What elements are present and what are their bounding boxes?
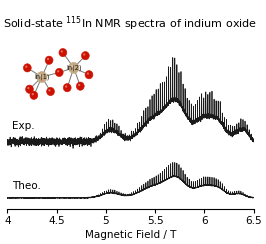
Circle shape	[45, 56, 53, 64]
Circle shape	[32, 93, 34, 95]
Circle shape	[85, 71, 93, 79]
X-axis label: Magnetic Field / T: Magnetic Field / T	[85, 230, 176, 240]
Circle shape	[65, 85, 67, 88]
Circle shape	[47, 87, 55, 96]
Circle shape	[81, 51, 89, 60]
Circle shape	[37, 71, 47, 82]
Circle shape	[61, 50, 63, 53]
Circle shape	[69, 62, 79, 73]
Circle shape	[63, 83, 71, 92]
Circle shape	[27, 87, 30, 89]
Circle shape	[39, 74, 42, 77]
Text: In(1): In(1)	[34, 74, 49, 80]
Circle shape	[48, 89, 51, 92]
Circle shape	[87, 72, 89, 75]
Circle shape	[26, 85, 34, 93]
Text: Theo.: Theo.	[13, 181, 41, 191]
Circle shape	[30, 91, 38, 99]
Text: In(2): In(2)	[66, 65, 82, 71]
Circle shape	[57, 70, 59, 72]
Circle shape	[25, 66, 27, 68]
Circle shape	[55, 68, 63, 77]
Circle shape	[71, 65, 74, 68]
Circle shape	[47, 58, 49, 60]
Circle shape	[78, 84, 80, 86]
Circle shape	[23, 64, 31, 72]
Circle shape	[83, 53, 85, 56]
Title: Solid-state $^{115}$In NMR spectra of indium oxide: Solid-state $^{115}$In NMR spectra of in…	[3, 14, 257, 32]
Circle shape	[59, 49, 67, 57]
Text: Exp.: Exp.	[13, 122, 35, 132]
Circle shape	[76, 82, 84, 90]
